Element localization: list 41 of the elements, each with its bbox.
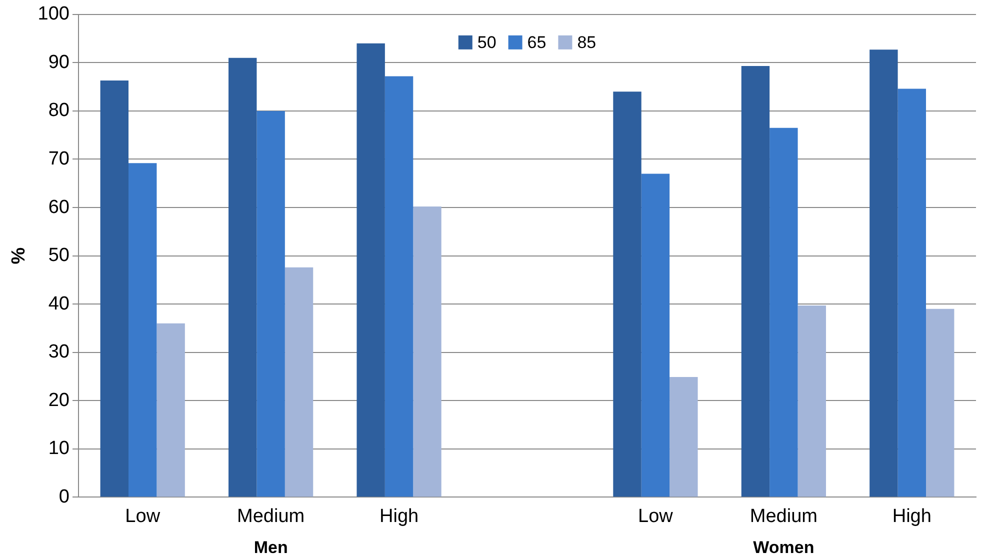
bar [926, 308, 954, 497]
x-tick-label: Low [638, 506, 674, 527]
bar [413, 206, 442, 497]
bar [798, 306, 826, 497]
x-tick-label: Low [125, 506, 160, 527]
y-tick-label: 80 [48, 100, 70, 122]
bar [156, 323, 185, 497]
bar [128, 163, 157, 497]
x-tick-label: Medium [237, 506, 305, 527]
bar [228, 58, 257, 497]
bar [384, 76, 414, 497]
x-tick-label: Medium [750, 506, 818, 527]
bar [256, 110, 285, 497]
bar [356, 43, 385, 497]
y-tick-label: 90 [48, 52, 70, 73]
y-tick-label: 100 [38, 4, 70, 25]
bar [613, 92, 642, 497]
bar [100, 80, 129, 497]
legend-label: 65 [527, 33, 546, 52]
bar [770, 128, 798, 497]
legend-label: 85 [577, 33, 596, 52]
text: Men [254, 538, 288, 558]
y-tick-label: 10 [48, 438, 70, 460]
y-tick-label: 30 [48, 342, 70, 363]
bar [641, 174, 670, 497]
y-axis-title: % [8, 247, 30, 264]
y-tick-label: 20 [48, 390, 70, 411]
bar [898, 88, 926, 497]
y-tick-label: 70 [48, 148, 70, 170]
y-tick-label: 40 [48, 293, 70, 314]
bar [284, 267, 314, 497]
x-tick-label: High [379, 506, 419, 527]
legend-label: 50 [477, 33, 496, 52]
x-tick-label: High [892, 506, 932, 527]
y-tick-label: 60 [48, 196, 70, 218]
y-tick-label: 50 [48, 245, 70, 266]
bar [741, 66, 770, 497]
bar [670, 376, 698, 497]
bar [870, 50, 898, 497]
text: Women [753, 538, 814, 558]
y-tick-label: 0 [58, 486, 70, 508]
